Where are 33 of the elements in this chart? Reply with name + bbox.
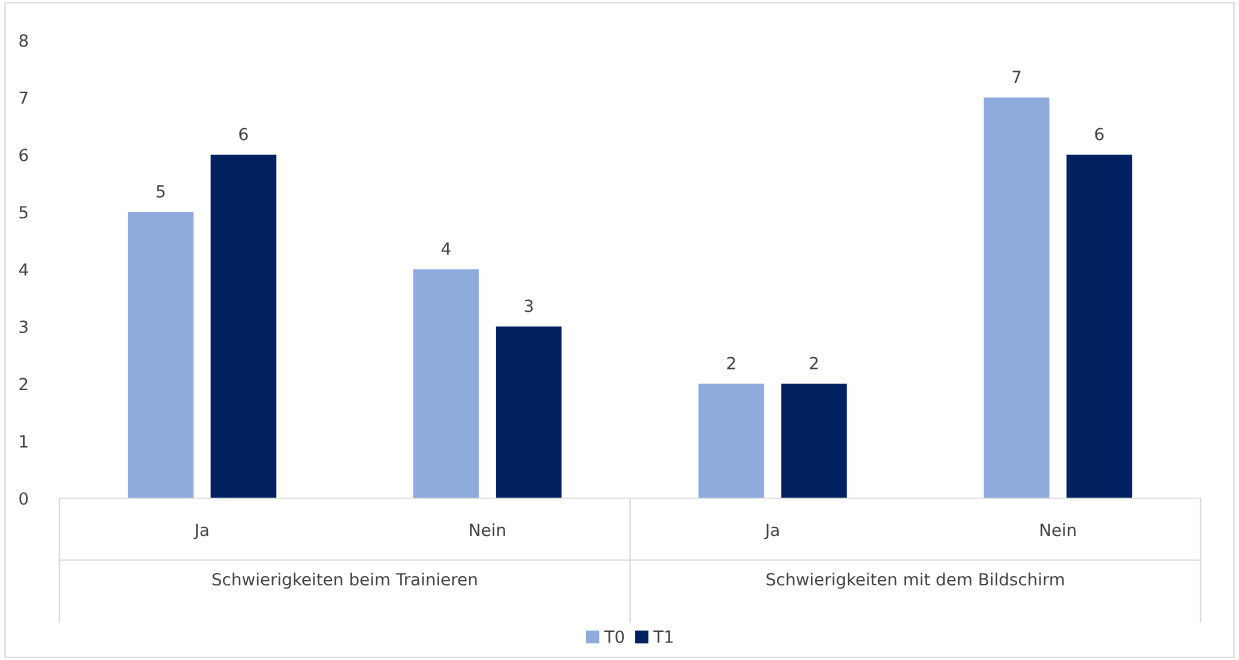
legend-label: T0 (604, 630, 624, 643)
text: Schwierigkeiten beim Trainieren (212, 572, 477, 589)
x-tick-label: Nein (1040, 523, 1076, 537)
bar (210, 154, 277, 499)
bar (413, 269, 479, 499)
data-label: 7 (1012, 70, 1021, 83)
data-label: 6 (239, 127, 248, 141)
y-tick-label: 4 (19, 263, 28, 276)
y-tick-label: 1 (20, 435, 28, 448)
data-label: 2 (727, 356, 735, 370)
data-label: 4 (441, 242, 451, 255)
y-tick-label: 3 (19, 320, 28, 334)
bar (495, 326, 562, 499)
y-tick-label: 8 (19, 34, 28, 47)
y-tick-label: 2 (19, 377, 28, 391)
data-label: 2 (809, 356, 818, 370)
legend-label: T1 (653, 630, 673, 643)
y-tick-label: 6 (19, 148, 28, 162)
y-tick-label: 7 (19, 91, 28, 104)
x-tick-label: Nein (470, 523, 505, 537)
y-tick-label: 5 (19, 206, 28, 219)
bar (698, 383, 765, 499)
y-tick-label: 0 (19, 492, 28, 505)
x-tick-label: Ja (193, 523, 209, 540)
data-label: 5 (156, 185, 165, 198)
bar (781, 383, 847, 499)
x-tick-label: Ja (764, 523, 779, 540)
bar (983, 97, 1050, 499)
data-label: 3 (524, 299, 533, 313)
bar (127, 212, 194, 499)
bar (1066, 154, 1133, 499)
data-label: 6 (1095, 127, 1104, 141)
text: Schwierigkeiten mit dem Bildschirm (766, 572, 1064, 589)
